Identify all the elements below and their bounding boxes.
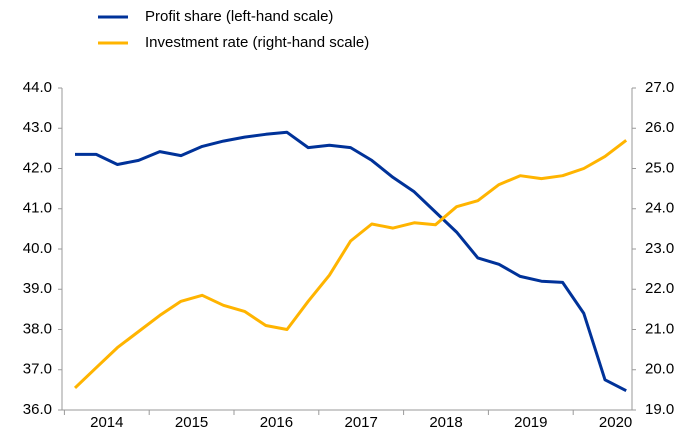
x-tick-label: 2018 — [429, 414, 462, 431]
y-tick-label: 36.0 — [23, 401, 52, 418]
y-tick-label: 41.0 — [23, 200, 52, 217]
y2-tick-label: 26.0 — [645, 119, 674, 136]
x-tick-label: 2020 — [599, 414, 632, 431]
legend-label: Profit share (left-hand scale) — [145, 8, 333, 25]
x-tick-label: 2014 — [90, 414, 123, 431]
x-tick-label: 2016 — [260, 414, 293, 431]
y-tick-label: 43.0 — [23, 119, 52, 136]
y-tick-label: 39.0 — [23, 280, 52, 297]
y2-tick-label: 27.0 — [645, 79, 674, 96]
y2-tick-label: 19.0 — [645, 401, 674, 418]
y-tick-label: 44.0 — [23, 79, 52, 96]
series-line — [75, 130, 627, 393]
legend-label: Investment rate (right-hand scale) — [145, 34, 369, 51]
x-tick-label: 2019 — [514, 414, 547, 431]
y2-tick-label: 23.0 — [645, 240, 674, 257]
y2-tick-label: 20.0 — [645, 361, 674, 378]
y2-tick-label: 25.0 — [645, 159, 674, 176]
y-tick-label: 38.0 — [23, 320, 52, 337]
y-tick-label: 37.0 — [23, 361, 52, 378]
x-tick-label: 2017 — [345, 414, 378, 431]
y2-tick-label: 21.0 — [645, 320, 674, 337]
y2-tick-label: 24.0 — [645, 200, 674, 217]
y-tick-label: 40.0 — [23, 240, 52, 257]
y2-tick-label: 22.0 — [645, 280, 674, 297]
y-tick-label: 42.0 — [23, 159, 52, 176]
series-line — [73, 139, 628, 389]
x-tick-label: 2015 — [175, 414, 208, 431]
